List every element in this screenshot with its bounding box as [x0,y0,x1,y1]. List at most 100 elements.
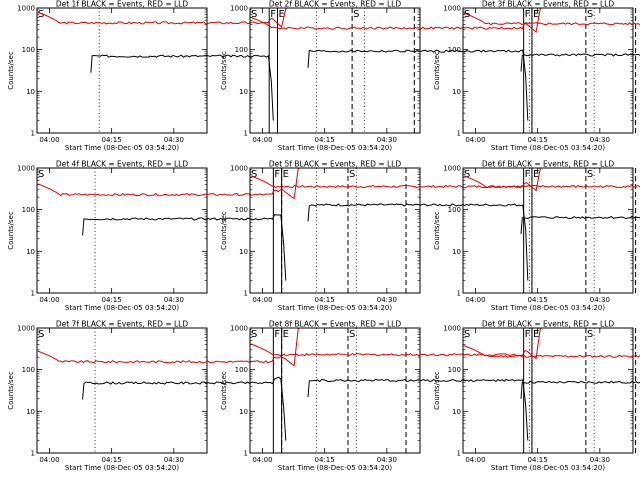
panel-2: Det 2f BLACK = Events, RED = LLD11010010… [220,0,637,152]
plot-frame [249,167,421,294]
series-lld-line [37,327,300,367]
panel-title: Det 3f BLACK = Events, RED = LLD [482,0,615,9]
y-tick-label: 1 [244,130,248,138]
series-events-line [307,203,529,281]
x-tick-label: 04:30 [590,296,610,304]
x-tick-label: 04:00 [465,456,485,464]
marker-label: S [464,169,470,180]
marker-label: F [525,169,531,180]
y-tick-label: 100 [22,46,35,54]
y-tick-label: 1000 [17,165,35,173]
x-tick-label: 04:15 [528,456,548,464]
y-tick-label: 1 [457,130,461,138]
y-tick-label: 10 [26,88,35,96]
series-events-line [520,380,640,399]
y-tick-label: 10 [26,408,35,416]
x-tick-label: 04:15 [102,456,122,464]
x-axis-label: Start Time (08-Dec-05 03:54:20) [491,464,605,472]
x-axis-label: Start Time (08-Dec-05 03:54:20) [491,304,605,312]
panel-6: Det 6f BLACK = Events, RED = LLD 1 10 100 10… [433,160,640,312]
y-axis-label: Counts/sec [7,371,15,410]
x-tick-label: 04:00 [252,296,272,304]
y-axis-label: Counts/sec [220,371,228,410]
x-tick-label: 04:30 [590,456,610,464]
y-tick-label: 10 [239,408,248,416]
x-axis-label: Start Time (08-Dec-05 03:54:20) [278,464,392,472]
x-tick-label: 04:00 [39,296,59,304]
y-tick-label: 100 [235,46,248,54]
x-tick-label: 04:00 [252,136,272,144]
plot-frame [249,7,421,134]
y-tick-label: 1000 [443,165,461,173]
panel-title: Det 8f BLACK = Events, RED = LLD [269,320,402,329]
y-tick-label: 100 [235,366,248,374]
marker-label: S [349,169,355,180]
marker-label: F [525,9,531,20]
panel-8: Det 8f BLACK = Events, RED = LLD 1 10 100 10… [220,320,637,472]
marker-label: F [270,9,276,20]
y-tick-label: 1000 [443,325,461,333]
y-tick-label: 100 [235,206,248,214]
y-axis-label: Counts/sec [433,371,441,410]
x-axis-label: Start Time (08-Dec-05 03:54:20) [65,304,179,312]
x-tick-label: 04:00 [39,456,59,464]
y-tick-label: 1 [31,450,35,458]
plot-frame [36,167,208,294]
y-tick-label: 1 [244,450,248,458]
y-tick-label: 10 [239,248,248,256]
x-tick-label: 04:30 [377,136,397,144]
series-lld-line [37,167,300,200]
marker-label: S [349,329,355,340]
y-axis-label: Counts/sec [220,51,228,90]
x-axis-label: Start Time (08-Dec-05 03:54:20) [278,144,392,152]
x-tick-label: 04:15 [102,296,122,304]
panel-title: Det 6f BLACK = Events, RED = LLD [482,160,615,169]
panel-title: Det 7f BLACK = Events, RED = LLD [56,320,189,329]
y-tick-label: 1000 [230,165,248,173]
marker-label: S [251,329,257,340]
y-tick-label: 10 [239,88,248,96]
y-tick-label: 10 [452,248,461,256]
y-tick-label: 1 [244,290,248,298]
y-tick-label: 1000 [443,5,461,13]
panel-title: Det 5f BLACK = Events, RED = LLD [269,160,402,169]
series-events-line [520,216,640,235]
y-tick-label: 100 [22,206,35,214]
y-tick-label: 1 [457,290,461,298]
x-tick-label: 04:00 [465,296,485,304]
y-tick-label: 10 [26,248,35,256]
y-tick-label: 100 [448,46,461,54]
x-tick-label: 04:15 [315,136,335,144]
x-tick-label: 04:30 [164,136,184,144]
x-axis-label: Start Time (08-Dec-05 03:54:20) [278,304,392,312]
x-tick-label: 04:00 [465,136,485,144]
x-tick-label: 04:00 [39,136,59,144]
panel-title: Det 9f BLACK = Events, RED = LLD [482,320,615,329]
marker-label: S [587,169,593,180]
x-axis-label: Start Time (08-Dec-05 03:54:20) [65,144,179,152]
marker-label: E [533,169,539,180]
x-tick-label: 04:30 [377,456,397,464]
y-tick-label: 100 [22,366,35,374]
y-tick-label: 10 [452,88,461,96]
marker-label: S [353,9,359,20]
panel-3: Det 3f BLACK = Events, RED = LLD 1 10 100 10… [433,0,640,152]
x-tick-label: 04:15 [315,456,335,464]
x-tick-label: 04:30 [164,456,184,464]
marker-label: S [38,169,44,180]
marker-label: S [587,9,593,20]
marker-label: F [274,169,280,180]
panel-1: Det 1f BLACK = Events, RED = LLD11010010… [7,0,415,152]
y-tick-label: 1000 [230,325,248,333]
x-tick-label: 04:15 [528,136,548,144]
series-events-line [82,214,287,281]
x-tick-label: 04:15 [315,296,335,304]
series-lld-line [250,7,542,34]
plot-frame [249,327,421,454]
panel-7: Det 7f BLACK = Events, RED = LLD11010010… [7,320,407,472]
y-axis-label: Counts/sec [433,211,441,250]
series-lld-line [463,12,640,26]
marker-label: S [464,329,470,340]
series-events-line [90,54,274,121]
marker-label: S [38,9,44,20]
